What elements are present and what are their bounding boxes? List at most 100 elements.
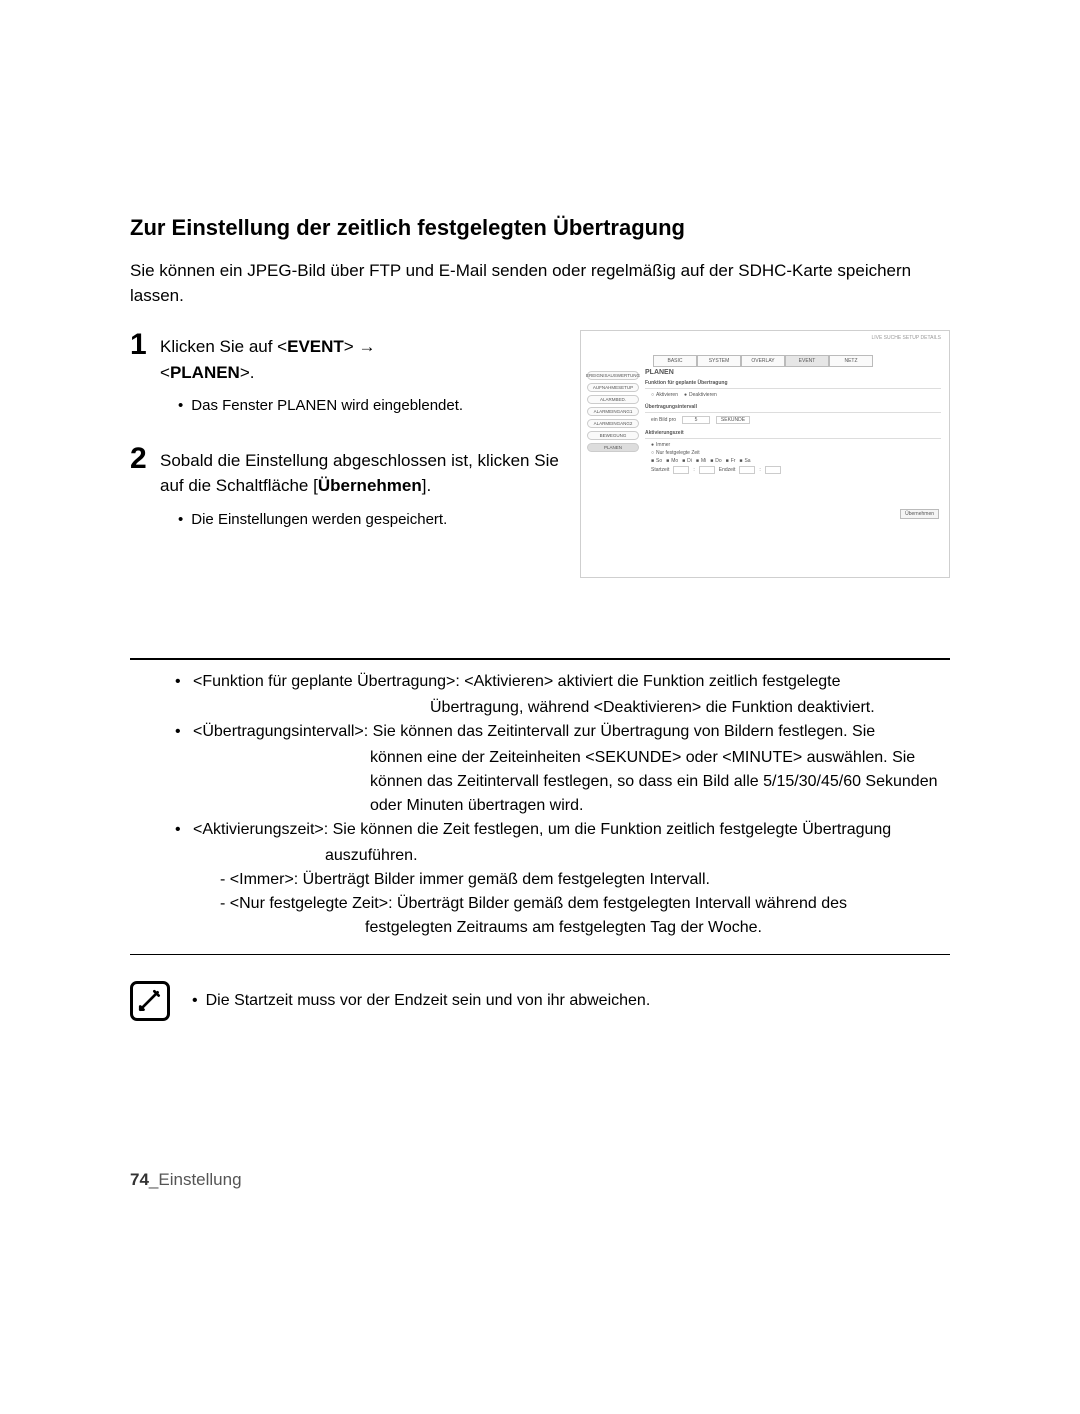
step-1-sub-text: Das Fenster PLANEN wird eingeblendet. [191,395,463,418]
note-row: Die Startzeit muss vor der Endzeit sein … [130,981,950,1021]
ss-day-mo-label: Mo [671,458,678,464]
ss-day-sa[interactable]: Sa [739,458,750,464]
ss-radio-immer[interactable]: Immer [651,442,670,448]
step-2-text-c: ]. [422,476,431,495]
ss-main-title: PLANEN [645,369,941,376]
step-2-sub-text: Die Einstellungen werden gespeichert. [191,509,447,532]
ss-side-1[interactable]: EREIGNISAUSWERTUNG [587,371,639,380]
ss-day-so-label: So [656,458,662,464]
ss-radio-deakt[interactable]: Deaktivieren [684,392,717,398]
ss-tabs: BASIC SYSTEM OVERLAY EVENT NETZ [653,355,949,367]
info-list: •<Funktion für geplante Übertragung>: <A… [130,660,950,950]
section-title: Zur Einstellung der zeitlich festgelegte… [130,215,950,241]
ss-end-m[interactable] [765,466,781,474]
ss-end-h[interactable] [739,466,755,474]
note-text-content: Die Startzeit muss vor der Endzeit sein … [206,989,651,1013]
ss-tab-netz[interactable]: NETZ [829,355,873,367]
ss-day-so[interactable]: So [651,458,662,464]
ss-day-fr-label: Fr [731,458,736,464]
ss-sec1-title: Funktion für geplante Übertragung [645,380,941,389]
ss-end-label: Endzeit [719,467,736,473]
step-1-number: 1 [130,330,152,418]
ss-start-m[interactable] [699,466,715,474]
ss-side-4[interactable]: ALARMEINGANG1 [587,407,639,416]
ss-side-3[interactable]: ALARMBED. [587,395,639,404]
page-number: 74 [130,1170,149,1189]
ui-screenshot: LIVE SUCHE SETUP DETAILS BASIC SYSTEM OV… [580,330,950,578]
ss-days: So Mo Di Mi Do Fr Sa [651,458,751,464]
ss-start-h[interactable] [673,466,689,474]
ss-side-5[interactable]: ALARMEINGANG2 [587,419,639,428]
step-2: 2 Sobald die Einstellung abgeschlossen i… [130,444,560,532]
ss-side-2[interactable]: AUFNAHMESETUP [587,383,639,392]
ss-day-do[interactable]: Do [710,458,721,464]
ss-radio-deakt-label: Deaktivieren [689,392,717,398]
step-1-text-d: < [160,363,170,382]
screenshot-column: LIVE SUCHE SETUP DETAILS BASIC SYSTEM OV… [580,330,950,578]
step-1-event: EVENT [287,337,344,356]
ss-day-mi[interactable]: Mi [696,458,706,464]
step-1-text-a: Klicken Sie auf < [160,337,287,356]
arrow-icon: → [358,337,375,356]
step-1: 1 Klicken Sie auf <EVENT> → <PLANEN>. Da… [130,330,560,418]
ss-sec3-title: Aktivierungszeit [645,430,941,439]
ss-radio-akt-label: Aktivieren [656,392,678,398]
ss-sec1-row: Aktivieren Deaktivieren [651,392,941,398]
ss-sec3-row: Immer Nur festgelegte Zeit So Mo Di Mi D… [651,442,941,474]
info-2a: <Übertragungsintervall>: Sie können das … [193,720,875,744]
ss-day-fr[interactable]: Fr [726,458,736,464]
intro-text: Sie können ein JPEG-Bild über FTP und E-… [130,259,950,308]
step-2-body: Sobald die Einstellung abgeschlossen ist… [160,444,560,532]
info-3-s2: - <Nur festgelegte Zeit>: Überträgt Bild… [175,892,950,916]
info-item-3: •<Aktivierungszeit>: Sie können die Zeit… [175,818,950,842]
ss-day-mi-label: Mi [701,458,706,464]
ss-radio-akt[interactable]: Aktivieren [651,392,678,398]
ss-sec2-label: ein Bild pro [651,417,676,423]
ss-day-di-label: Di [687,458,692,464]
info-3-s1: - <Immer>: Überträgt Bilder immer gemäß … [175,868,950,892]
footer-label: _Einstellung [149,1170,242,1189]
info-2b: können eine der Zeiteinheiten <SEKUNDE> … [175,746,950,818]
ss-radio-nur[interactable]: Nur festgelegte Zeit [651,450,700,456]
step-1-sub: Das Fenster PLANEN wird eingeblendet. [178,395,463,418]
note-icon [130,981,170,1021]
ss-sidebar: EREIGNISAUSWERTUNG AUFNAHMESETUP ALARMBE… [581,367,643,480]
step-1-text-f: >. [240,363,255,382]
info-item-2: •<Übertragungsintervall>: Sie können das… [175,720,950,744]
ss-tab-basic[interactable]: BASIC [653,355,697,367]
ss-day-di[interactable]: Di [682,458,692,464]
info-3a: <Aktivierungszeit>: Sie können die Zeit … [193,818,891,842]
ss-side-6[interactable]: BEWEGUNG [587,431,639,440]
ss-side-7[interactable]: PLANEN [587,443,639,452]
step-2-number: 2 [130,444,152,532]
ss-radio-nur-label: Nur festgelegte Zeit [656,450,700,456]
info-1a: <Funktion für geplante Übertragung>: <Ak… [193,670,840,694]
ss-sec2-title: Übertragungsintervall [645,404,941,413]
step-1-planen: PLANEN [170,363,240,382]
ss-start-label: Startzeit [651,467,669,473]
ss-sec2-unit[interactable]: SEKUNDE [716,416,750,424]
page-footer: 74_Einstellung [130,1170,242,1190]
step-1-body: Klicken Sie auf <EVENT> → <PLANEN>. Das … [160,330,463,418]
info-item-1: •<Funktion für geplante Übertragung>: <A… [175,670,950,694]
ss-sec2-row: ein Bild pro 5 SEKUNDE [651,416,941,424]
ss-day-mo[interactable]: Mo [666,458,678,464]
divider-bottom [130,954,950,955]
ss-tab-event[interactable]: EVENT [785,355,829,367]
ss-apply-button[interactable]: Übernehmen [900,509,939,519]
note-text: Die Startzeit muss vor der Endzeit sein … [192,981,650,1013]
ss-day-sa-label: Sa [744,458,750,464]
ss-sec2-val[interactable]: 5 [682,416,710,424]
ss-radio-immer-label: Immer [656,442,670,448]
ss-tab-system[interactable]: SYSTEM [697,355,741,367]
step-1-text-c: > [344,337,359,356]
steps-column: 1 Klicken Sie auf <EVENT> → <PLANEN>. Da… [130,330,560,578]
info-1b: Übertragung, während <Deaktivieren> die … [175,696,950,720]
info-3-s2b: festgelegten Zeitraums am festgelegten T… [175,916,950,940]
ss-tab-overlay[interactable]: OVERLAY [741,355,785,367]
step-2-apply: Übernehmen [318,476,422,495]
ss-day-do-label: Do [715,458,721,464]
step-2-sub: Die Einstellungen werden gespeichert. [178,509,560,532]
info-3b: auszuführen. [175,844,950,868]
steps-area: 1 Klicken Sie auf <EVENT> → <PLANEN>. Da… [130,330,950,578]
